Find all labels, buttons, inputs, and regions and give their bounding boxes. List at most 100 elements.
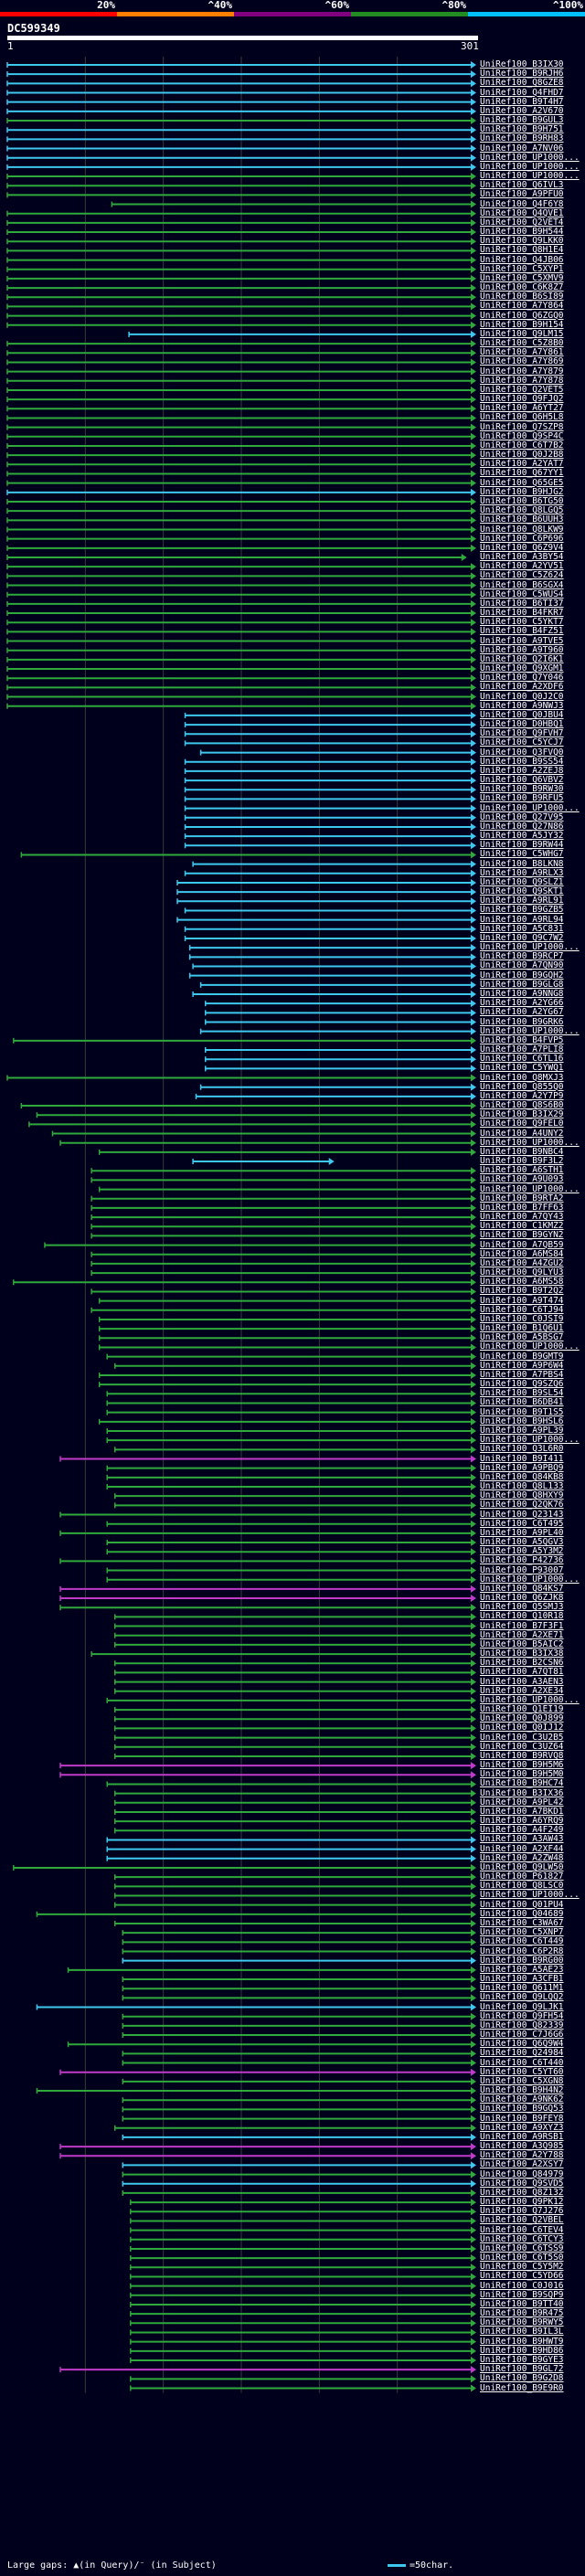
hit-label[interactable]: UniRef100_UP1000... bbox=[480, 1137, 580, 1148]
hit-label[interactable]: UniRef100_B9HWT9 bbox=[480, 2336, 564, 2347]
hit-label[interactable]: UniRef100_A7QB59 bbox=[480, 1239, 564, 1250]
hit-label[interactable]: UniRef100_A2YV51 bbox=[480, 561, 564, 572]
hit-label[interactable]: UniRef100_A2YG67 bbox=[480, 1007, 564, 1018]
hit-label[interactable]: UniRef100_A9PL39 bbox=[480, 1425, 564, 1436]
hit-label[interactable]: UniRef100_Q65GE5 bbox=[480, 477, 564, 488]
hit-label[interactable]: UniRef100_Q9C7W2 bbox=[480, 932, 564, 943]
hit-label[interactable]: UniRef100_A6YRQ9 bbox=[480, 1816, 564, 1827]
hit-label[interactable]: UniRef100_Q9SP4C bbox=[480, 430, 564, 441]
hit-label[interactable]: UniRef100_C6P696 bbox=[480, 533, 564, 544]
hit-label[interactable]: UniRef100_B8LKN8 bbox=[480, 858, 564, 869]
hit-label[interactable]: UniRef100_Q9FH54 bbox=[480, 2010, 564, 2021]
hit-label[interactable]: UniRef100_A9TVE5 bbox=[480, 635, 564, 646]
hit-label[interactable]: UniRef100_Q0J2C0 bbox=[480, 691, 564, 702]
hit-label[interactable]: UniRef100_B9GMT9 bbox=[480, 1351, 564, 1362]
hit-label[interactable]: UniRef100_Q8HXY9 bbox=[480, 1490, 564, 1501]
hit-label[interactable]: UniRef100_B9FEY8 bbox=[480, 2113, 564, 2124]
hit-label[interactable]: UniRef100_A5AE23 bbox=[480, 1964, 564, 1975]
hit-label[interactable]: UniRef100_A3Q985 bbox=[480, 2141, 564, 2152]
hit-label[interactable]: UniRef100_A9P6W4 bbox=[480, 1360, 564, 1371]
hit-label[interactable]: UniRef100_B9RTA2 bbox=[480, 1193, 564, 1203]
hit-label[interactable]: UniRef100_Q6IVL3 bbox=[480, 180, 564, 191]
hit-label[interactable]: UniRef100_A2V670 bbox=[480, 105, 564, 116]
hit-label[interactable]: UniRef100_A3CFB1 bbox=[480, 1974, 564, 1985]
hit-label[interactable]: UniRef100_Q3L6R0 bbox=[480, 1444, 564, 1455]
hit-label[interactable]: UniRef100_B9NBC4 bbox=[480, 1146, 564, 1157]
hit-label[interactable]: UniRef100_A9RL91 bbox=[480, 896, 564, 906]
hit-label[interactable]: UniRef100_A9NK62 bbox=[480, 2094, 564, 2105]
hit-label[interactable]: UniRef100_Q7Y046 bbox=[480, 673, 564, 684]
hit-label[interactable]: UniRef100_Q0J899 bbox=[480, 1713, 564, 1724]
hit-label[interactable]: UniRef100_B9RCP7 bbox=[480, 951, 564, 962]
hit-label[interactable]: UniRef100_B9SQP9 bbox=[480, 2289, 564, 2300]
hit-label[interactable]: UniRef100_A9RSB1 bbox=[480, 2131, 564, 2142]
hit-label[interactable]: UniRef100_UP1000... bbox=[480, 1341, 580, 1352]
hit-label[interactable]: UniRef100_A9XYZ3 bbox=[480, 2122, 564, 2133]
hit-label[interactable]: UniRef100_P61827 bbox=[480, 1871, 564, 1882]
hit-label[interactable]: UniRef100_C6T495 bbox=[480, 1518, 564, 1529]
hit-label[interactable]: UniRef100_Q2I6K1 bbox=[480, 653, 564, 664]
hit-label[interactable]: UniRef100_Q8GZE8 bbox=[480, 78, 564, 89]
hit-label[interactable]: UniRef100_B9RJH6 bbox=[480, 69, 564, 80]
hit-label[interactable]: UniRef100_A4F249 bbox=[480, 1825, 564, 1836]
hit-label[interactable]: UniRef100_A5QGV3 bbox=[480, 1537, 564, 1548]
hit-label[interactable]: UniRef100_B6TI37 bbox=[480, 598, 564, 609]
hit-label[interactable]: UniRef100_B9H544 bbox=[480, 227, 564, 238]
hit-label[interactable]: UniRef100_A9NWJ3 bbox=[480, 700, 564, 711]
hit-label[interactable]: UniRef100_C5YD66 bbox=[480, 2271, 564, 2282]
hit-label[interactable]: UniRef100_B1Q6U1 bbox=[480, 1323, 564, 1334]
hit-label[interactable]: UniRef100_A5BSG7 bbox=[480, 1332, 564, 1343]
hit-label[interactable]: UniRef100_A9PFU0 bbox=[480, 189, 564, 200]
hit-label[interactable]: UniRef100_Q9LW50 bbox=[480, 1861, 564, 1872]
hit-label[interactable]: UniRef100_B9H154 bbox=[480, 319, 564, 330]
hit-label[interactable]: UniRef100_B9GYN2 bbox=[480, 1230, 564, 1241]
hit-label[interactable]: UniRef100_Q9SLZ1 bbox=[480, 876, 564, 887]
hit-label[interactable]: UniRef100_A5Y3M2 bbox=[480, 1546, 564, 1557]
hit-label[interactable]: UniRef100_UP1000... bbox=[480, 1890, 580, 1901]
hit-label[interactable]: UniRef100_A6STH1 bbox=[480, 1165, 564, 1176]
hit-label[interactable]: UniRef100_C5Z8B0 bbox=[480, 338, 564, 349]
hit-label[interactable]: UniRef100_A2XE34 bbox=[480, 1685, 564, 1696]
hit-label[interactable]: UniRef100_B9GYE3 bbox=[480, 2354, 564, 2365]
hit-label[interactable]: UniRef100_C5Z624 bbox=[480, 570, 564, 581]
hit-label[interactable]: UniRef100_C5YT60 bbox=[480, 2066, 564, 2077]
hit-label[interactable]: UniRef100_B9H5M0 bbox=[480, 1769, 564, 1780]
hit-label[interactable]: UniRef100_C6K8Z7 bbox=[480, 282, 564, 293]
hit-label[interactable]: UniRef100_Q67YY1 bbox=[480, 468, 564, 479]
hit-label[interactable]: UniRef100_B5AIC2 bbox=[480, 1638, 564, 1649]
hit-label[interactable]: UniRef100_B9I411 bbox=[480, 1453, 564, 1464]
hit-label[interactable]: UniRef100_B3IX38 bbox=[480, 1648, 564, 1659]
hit-label[interactable]: UniRef100_A7PBS4 bbox=[480, 1369, 564, 1380]
hit-label[interactable]: UniRef100_C5YCJ7 bbox=[480, 737, 564, 748]
hit-label[interactable]: UniRef100_C5YWQ1 bbox=[480, 1063, 564, 1074]
hit-label[interactable]: UniRef100_B9IL3L bbox=[480, 2327, 564, 2337]
hit-label[interactable]: UniRef100_Q8L133 bbox=[480, 1481, 564, 1491]
hit-label[interactable]: UniRef100_B9GLG8 bbox=[480, 979, 564, 990]
hit-label[interactable]: UniRef100_Q8LKW9 bbox=[480, 524, 564, 535]
hit-label[interactable]: UniRef100_UP1000... bbox=[480, 802, 580, 813]
hit-label[interactable]: UniRef100_B7FF63 bbox=[480, 1202, 564, 1213]
hit-label[interactable]: UniRef100_A2Y7P9 bbox=[480, 1090, 564, 1101]
hit-label[interactable]: UniRef100_B6SI89 bbox=[480, 292, 564, 302]
hit-label[interactable]: UniRef100_B9H751 bbox=[480, 124, 564, 135]
hit-label[interactable]: UniRef100_A2XDF6 bbox=[480, 682, 564, 693]
hit-label[interactable]: UniRef100_Q4JB06 bbox=[480, 254, 564, 265]
hit-label[interactable]: UniRef100_B3IX36 bbox=[480, 1787, 564, 1798]
hit-label[interactable]: UniRef100_Q7SZP8 bbox=[480, 421, 564, 432]
hit-label[interactable]: UniRef100_A3AEN3 bbox=[480, 1676, 564, 1687]
hit-label[interactable]: UniRef100_Q84KB8 bbox=[480, 1471, 564, 1482]
hit-label[interactable]: UniRef100_UP1000... bbox=[480, 171, 580, 182]
hit-label[interactable]: UniRef100_Q27V95 bbox=[480, 811, 564, 822]
hit-label[interactable]: UniRef100_C5XMV9 bbox=[480, 272, 564, 283]
hit-label[interactable]: UniRef100_B9HSL6 bbox=[480, 1415, 564, 1426]
hit-label[interactable]: UniRef100_A7PLI8 bbox=[480, 1044, 564, 1055]
hit-label[interactable]: UniRef100_Q5SMJ3 bbox=[480, 1602, 564, 1613]
hit-label[interactable]: UniRef100_A7QY43 bbox=[480, 1212, 564, 1223]
hit-label[interactable]: UniRef100_A9T960 bbox=[480, 644, 564, 655]
hit-label[interactable]: UniRef100_Q6Z9V4 bbox=[480, 542, 564, 553]
hit-label[interactable]: UniRef100_A9RL94 bbox=[480, 914, 564, 925]
hit-label[interactable]: UniRef100_B9RH83 bbox=[480, 133, 564, 144]
hit-label[interactable]: UniRef100_Q82339 bbox=[480, 2019, 564, 2030]
hit-label[interactable]: UniRef100_C7J6G6 bbox=[480, 2030, 564, 2041]
hit-label[interactable]: UniRef100_UP1000... bbox=[480, 1435, 580, 1446]
